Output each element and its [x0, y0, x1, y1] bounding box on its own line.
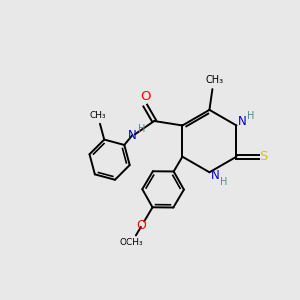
Text: N: N [237, 116, 246, 128]
Text: CH₃: CH₃ [206, 75, 224, 85]
Text: S: S [259, 150, 267, 163]
Text: O: O [136, 220, 146, 232]
Text: H: H [247, 111, 254, 121]
Text: OCH₃: OCH₃ [120, 238, 143, 247]
Text: CH₃: CH₃ [89, 111, 106, 120]
Text: O: O [140, 90, 151, 103]
Text: N: N [210, 169, 219, 182]
Text: H: H [220, 177, 227, 187]
Text: N: N [128, 129, 136, 142]
Text: H: H [138, 124, 145, 134]
